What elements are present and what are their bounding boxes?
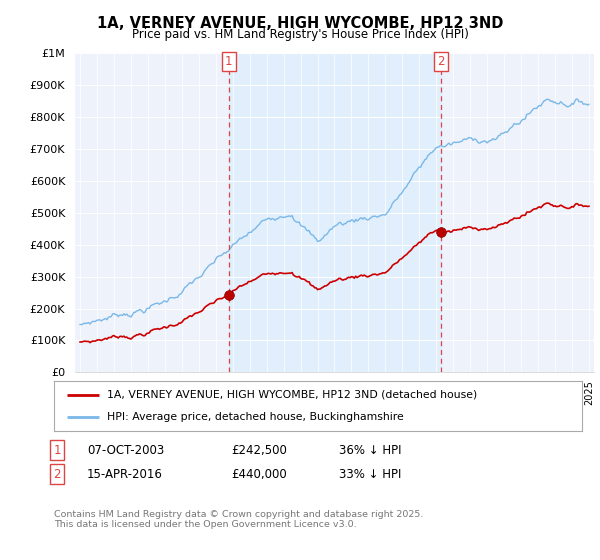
Text: £440,000: £440,000	[231, 468, 287, 481]
Text: 2: 2	[437, 55, 445, 68]
Bar	[229, 53, 441, 372]
Text: 33% ↓ HPI: 33% ↓ HPI	[339, 468, 401, 481]
Text: Contains HM Land Registry data © Crown copyright and database right 2025.
This d: Contains HM Land Registry data © Crown c…	[54, 510, 424, 529]
Text: HPI: Average price, detached house, Buckinghamshire: HPI: Average price, detached house, Buck…	[107, 412, 404, 422]
Text: 1A, VERNEY AVENUE, HIGH WYCOMBE, HP12 3ND: 1A, VERNEY AVENUE, HIGH WYCOMBE, HP12 3N…	[97, 16, 503, 31]
Text: 07-OCT-2003: 07-OCT-2003	[87, 444, 164, 457]
Text: Price paid vs. HM Land Registry's House Price Index (HPI): Price paid vs. HM Land Registry's House …	[131, 28, 469, 41]
Text: 1: 1	[225, 55, 233, 68]
Text: 2: 2	[53, 468, 61, 480]
Text: 1: 1	[53, 444, 61, 456]
Text: 36% ↓ HPI: 36% ↓ HPI	[339, 444, 401, 457]
Text: 15-APR-2016: 15-APR-2016	[87, 468, 163, 481]
Text: £242,500: £242,500	[231, 444, 287, 457]
Text: 1A, VERNEY AVENUE, HIGH WYCOMBE, HP12 3ND (detached house): 1A, VERNEY AVENUE, HIGH WYCOMBE, HP12 3N…	[107, 390, 477, 400]
